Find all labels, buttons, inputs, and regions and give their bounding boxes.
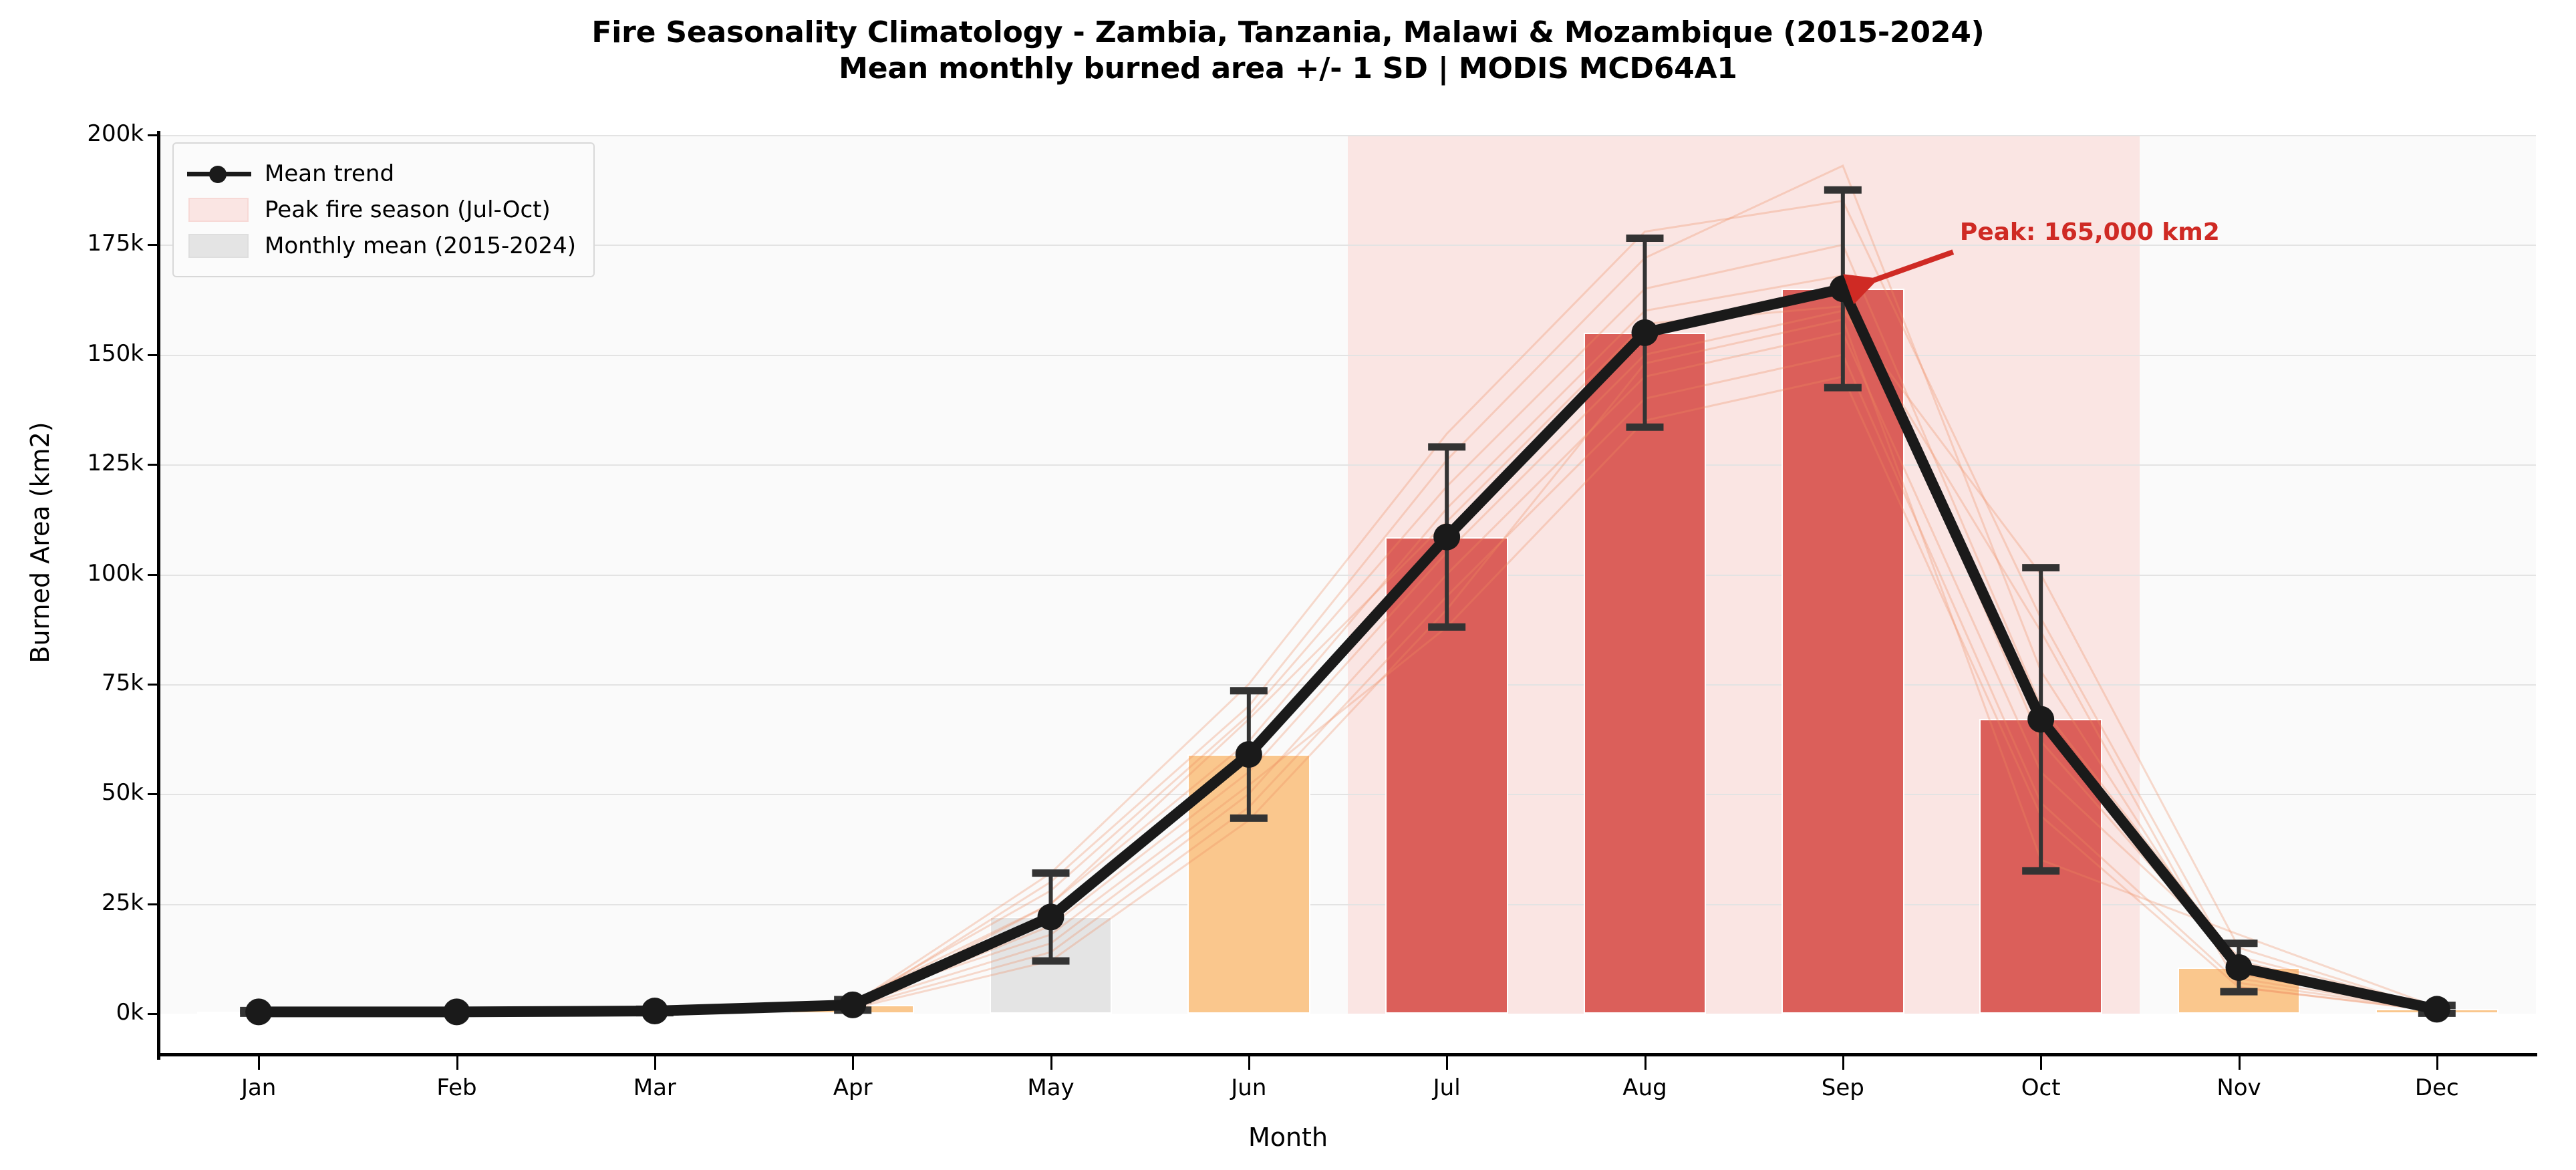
bar-sep bbox=[1781, 289, 1904, 1014]
x-tick-label-sep: Sep bbox=[1821, 1074, 1864, 1101]
data-point-dec bbox=[2423, 996, 2450, 1023]
x-tick-mark bbox=[1644, 1056, 1647, 1070]
y-tick-mark bbox=[148, 464, 157, 466]
gridline bbox=[160, 135, 2536, 136]
legend-label-peak-season: Peak fire season (Jul-Oct) bbox=[265, 196, 551, 223]
gridline bbox=[160, 245, 2536, 247]
x-tick-label-jan: Jan bbox=[241, 1074, 277, 1101]
x-tick-label-mar: Mar bbox=[633, 1074, 676, 1101]
y-tick-label: 100k bbox=[87, 559, 144, 587]
y-tick-mark bbox=[148, 353, 157, 356]
x-tick-mark bbox=[2238, 1056, 2241, 1070]
y-axis-label: Burned Area (km2) bbox=[25, 422, 55, 664]
x-tick-label-may: May bbox=[1027, 1074, 1075, 1101]
data-point-apr bbox=[839, 991, 867, 1018]
x-tick-mark bbox=[852, 1056, 855, 1070]
bar-aug bbox=[1583, 332, 1707, 1014]
x-tick-label-aug: Aug bbox=[1622, 1074, 1667, 1101]
x-tick-label-feb: Feb bbox=[436, 1074, 477, 1101]
y-tick-label: 25k bbox=[102, 889, 144, 916]
legend-key-line-icon bbox=[187, 160, 251, 187]
plot-area bbox=[160, 135, 2536, 1026]
x-tick-label-dec: Dec bbox=[2414, 1074, 2459, 1101]
x-tick-label-apr: Apr bbox=[833, 1074, 873, 1101]
y-axis-spine bbox=[157, 131, 160, 1060]
x-tick-label-jul: Jul bbox=[1433, 1074, 1461, 1101]
legend-key-peak-swatch-icon bbox=[187, 196, 251, 223]
data-point-jan bbox=[245, 998, 273, 1026]
gridline bbox=[160, 903, 2536, 905]
x-tick-mark bbox=[1050, 1056, 1052, 1070]
x-tick-mark bbox=[456, 1056, 458, 1070]
y-tick-label: 75k bbox=[102, 669, 144, 696]
y-tick-label: 125k bbox=[87, 450, 144, 477]
mean-trend-layer bbox=[240, 186, 2456, 1026]
x-tick-mark bbox=[2436, 1056, 2438, 1070]
x-tick-label-nov: Nov bbox=[2216, 1074, 2261, 1101]
page-title: Fire Seasonality Climatology - Zambia, T… bbox=[591, 15, 1985, 49]
x-axis-label: Month bbox=[1248, 1123, 1328, 1152]
data-point-feb bbox=[443, 998, 470, 1026]
legend-item-peak-season: Peak fire season (Jul-Oct) bbox=[187, 192, 576, 228]
x-tick-mark bbox=[1248, 1056, 1250, 1070]
bar-jun bbox=[1187, 754, 1310, 1014]
data-point-aug bbox=[1631, 319, 1659, 346]
y-tick-mark bbox=[148, 793, 157, 796]
y-tick-label: 50k bbox=[102, 779, 144, 807]
chart-subtitle: Mean monthly burned area +/- 1 SD | MODI… bbox=[839, 51, 1737, 86]
gridline bbox=[160, 684, 2536, 686]
legend-item-mean-trend: Mean trend bbox=[187, 156, 576, 192]
data-point-may bbox=[1037, 903, 1064, 931]
gridline bbox=[160, 464, 2536, 466]
data-point-nov bbox=[2225, 954, 2253, 981]
y-tick-mark bbox=[148, 244, 157, 247]
x-tick-mark bbox=[1446, 1056, 1449, 1070]
y-tick-mark bbox=[148, 683, 157, 686]
x-tick-mark bbox=[1842, 1056, 1844, 1070]
legend-item-monthly-mean: Monthly mean (2015-2024) bbox=[187, 228, 576, 264]
peak-annotation-label: Peak: 165,000 km2 bbox=[1959, 218, 2220, 247]
y-tick-label: 150k bbox=[87, 339, 144, 367]
y-tick-mark bbox=[148, 903, 157, 905]
chart-title-block: Fire Seasonality Climatology - Zambia, T… bbox=[0, 15, 2576, 86]
gridline bbox=[160, 354, 2536, 356]
gridline bbox=[160, 794, 2536, 796]
data-point-mar bbox=[641, 998, 668, 1025]
plot-clip bbox=[160, 135, 2536, 1014]
y-tick-label: 175k bbox=[87, 230, 144, 257]
x-tick-mark bbox=[2040, 1056, 2043, 1070]
x-tick-label-jun: Jun bbox=[1231, 1074, 1267, 1101]
y-tick-mark bbox=[148, 1013, 157, 1015]
y-tick-label: 0k bbox=[116, 999, 144, 1026]
legend-key-monthly-swatch-icon bbox=[187, 233, 251, 259]
y-tick-mark bbox=[148, 134, 157, 136]
data-point-jun bbox=[1235, 741, 1262, 768]
y-tick-label: 200k bbox=[87, 120, 144, 147]
legend-label-monthly-mean: Monthly mean (2015-2024) bbox=[265, 233, 577, 259]
mean-trend-line bbox=[253, 283, 2442, 1018]
x-tick-mark bbox=[654, 1056, 656, 1070]
legend-label-mean-trend: Mean trend bbox=[265, 160, 395, 187]
data-point-jul bbox=[1433, 523, 1461, 551]
x-tick-label-oct: Oct bbox=[2021, 1074, 2061, 1101]
gridline bbox=[160, 574, 2536, 576]
x-axis-spine bbox=[157, 1053, 2537, 1056]
x-tick-mark bbox=[258, 1056, 261, 1070]
chart-legend: Mean trend Peak fire season (Jul-Oct) Mo… bbox=[172, 142, 595, 277]
data-point-oct bbox=[2027, 706, 2055, 733]
data-point-sep bbox=[1829, 275, 1856, 303]
y-tick-mark bbox=[148, 573, 157, 576]
